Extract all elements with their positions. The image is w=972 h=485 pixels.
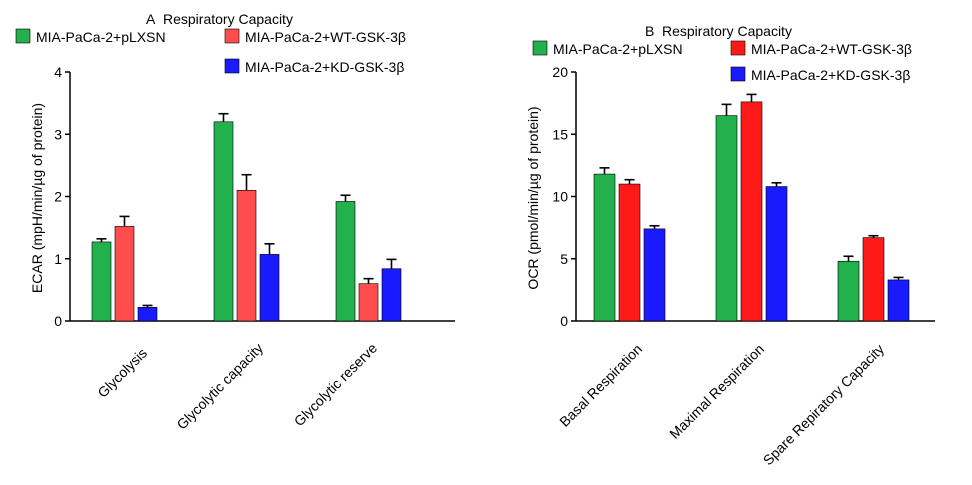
legend-label: MIA-PaCa-2+pLXSN bbox=[36, 29, 166, 45]
x-tick-label: Basal Respiration bbox=[556, 341, 645, 430]
y-tick-label: 0 bbox=[560, 313, 568, 329]
bar bbox=[358, 283, 379, 322]
panel-a-letter: A bbox=[146, 11, 156, 27]
legend-swatch bbox=[730, 40, 746, 56]
bar bbox=[137, 307, 158, 322]
y-tick-label: 0 bbox=[54, 313, 62, 329]
x-tick-label: Glycolysis bbox=[94, 345, 150, 401]
legend-label: MIA-PaCa-2+KD-GSK-3β bbox=[751, 67, 910, 83]
legend-swatch bbox=[224, 58, 240, 74]
bar bbox=[114, 226, 135, 322]
bar bbox=[593, 173, 616, 322]
x-tick-label: Maximal Respiration bbox=[666, 341, 767, 442]
legend-label: MIA-PaCa-2+KD-GSK-3β bbox=[245, 59, 404, 75]
bar bbox=[887, 279, 910, 322]
y-tick-label: 4 bbox=[54, 64, 62, 80]
bar bbox=[715, 115, 738, 322]
legend-label: MIA-PaCa-2+pLXSN bbox=[553, 41, 683, 57]
panel-b-title: Respiratory Capacity bbox=[662, 23, 792, 39]
y-tick-label: 5 bbox=[560, 251, 568, 267]
y-tick-label: 15 bbox=[552, 126, 568, 142]
panel-a-y-axis-label: ECAR (mpH/min/µg of protein) bbox=[29, 103, 45, 293]
bar bbox=[740, 101, 763, 322]
y-tick-label: 2 bbox=[54, 189, 62, 205]
y-tick-label: 10 bbox=[552, 189, 568, 205]
legend-swatch bbox=[15, 28, 31, 44]
panel-a-chart: A Respiratory Capacity ECAR (mpH/min/µg … bbox=[15, 11, 455, 433]
y-tick-label: 1 bbox=[54, 251, 62, 267]
x-tick-label: Spare Repiratory Capacity bbox=[760, 341, 887, 468]
panel-b-y-axis-label: OCR (pmol/min/µg of protein) bbox=[525, 106, 541, 289]
bar bbox=[765, 186, 788, 322]
bar bbox=[618, 183, 641, 322]
bar bbox=[862, 237, 885, 322]
panel-b-letter: B bbox=[645, 23, 654, 39]
panel-b-chart: B Respiratory Capacity OCR (pmol/min/µg … bbox=[525, 23, 935, 468]
legend-swatch bbox=[224, 28, 240, 44]
y-tick-label: 20 bbox=[552, 64, 568, 80]
bar bbox=[236, 189, 257, 322]
y-tick-label: 3 bbox=[54, 126, 62, 142]
bar bbox=[213, 121, 234, 322]
bar bbox=[643, 228, 666, 322]
legend-swatch bbox=[532, 40, 548, 56]
bar bbox=[837, 260, 860, 322]
bar bbox=[91, 241, 112, 322]
x-tick-label: Glycolytic reserve bbox=[291, 340, 381, 430]
legend-label: MIA-PaCa-2+WT-GSK-3β bbox=[245, 29, 406, 45]
bar bbox=[335, 201, 356, 322]
x-tick-label: Glycolytic capacity bbox=[173, 340, 266, 433]
legend-label: MIA-PaCa-2+WT-GSK-3β bbox=[751, 41, 912, 57]
bar bbox=[259, 254, 280, 322]
legend-swatch bbox=[730, 66, 746, 82]
panel-a-title: Respiratory Capacity bbox=[163, 11, 293, 27]
bar bbox=[381, 268, 402, 322]
